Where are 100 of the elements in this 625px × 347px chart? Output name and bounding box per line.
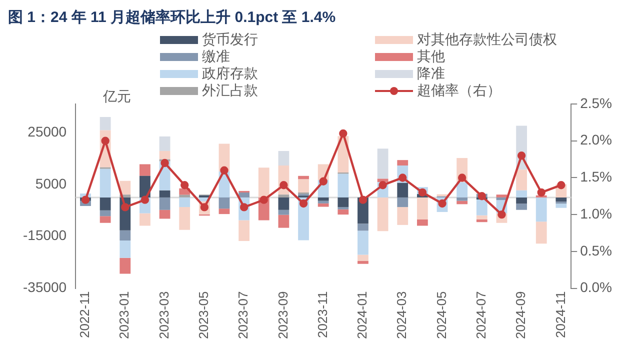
bar: [179, 197, 190, 208]
bar: [258, 168, 270, 198]
y2-tick-label: 2.0%: [580, 132, 612, 148]
legend-label: 货币发行: [202, 30, 258, 48]
bar: [377, 148, 388, 179]
point: [319, 177, 328, 186]
bar: [238, 192, 250, 198]
legend-label: 其他: [417, 48, 445, 66]
bar: [496, 194, 508, 198]
bar: [100, 210, 111, 216]
point: [160, 158, 169, 168]
bar: [278, 150, 290, 166]
bar: [100, 116, 111, 130]
bar: [298, 179, 309, 193]
y-tick-label: -35000: [23, 279, 67, 296]
bar: [278, 194, 290, 198]
bar: [159, 190, 170, 198]
bar: [358, 224, 368, 231]
point: [339, 129, 348, 138]
legend-label: 缴准: [202, 48, 230, 66]
bar: [278, 197, 290, 210]
bar: [159, 136, 170, 151]
point: [180, 180, 189, 190]
bar: [318, 197, 329, 201]
x-tick-label: 2024-03: [394, 291, 410, 340]
bar: [416, 197, 428, 220]
point: [458, 174, 466, 182]
bar: [120, 230, 131, 241]
bar: [140, 164, 150, 176]
y2-tick-label: 2.5%: [580, 94, 612, 111]
x-tick-label: 2024-07: [473, 291, 488, 340]
point: [260, 196, 268, 204]
bar: [278, 214, 290, 228]
bar: [120, 180, 131, 195]
point: [418, 188, 427, 197]
point: [378, 180, 387, 190]
bar: [100, 216, 111, 223]
point: [537, 188, 546, 197]
bar: [159, 197, 170, 210]
bar: [456, 182, 468, 198]
y2-tick-label: 1.0%: [580, 205, 612, 222]
bar: [397, 207, 408, 225]
bar: [516, 190, 527, 198]
bar: [416, 220, 428, 226]
y-axis-title: 亿元: [103, 88, 131, 106]
bar: [159, 150, 170, 160]
x-tick-label: 2024-05: [434, 291, 449, 340]
point: [557, 180, 566, 190]
point: [498, 210, 506, 219]
point: [478, 192, 486, 200]
bar: [456, 200, 468, 204]
bar: [298, 176, 309, 180]
legend-label: 超储率（右）: [417, 82, 501, 100]
bar: [358, 254, 368, 262]
y-tick-label: -15000: [23, 227, 67, 244]
x-tick-label: 2024-01: [354, 291, 370, 340]
bar: [238, 220, 250, 242]
y2-tick-label: 0.0%: [580, 279, 612, 296]
y-tick-label: 5000: [35, 175, 67, 192]
bar: [318, 200, 329, 204]
x-tick-label: 2023-05: [196, 291, 211, 340]
bar: [159, 210, 170, 219]
bar: [278, 210, 290, 215]
point: [220, 166, 228, 174]
chart-title: 图 1：24 年 11 月超储率环比上升 0.1pct 至 1.4%: [8, 8, 336, 27]
bar: [397, 182, 408, 198]
point: [280, 180, 288, 190]
x-tick-label: 2023-01: [116, 291, 132, 340]
bar: [179, 194, 190, 198]
legend-label: 对其他存款性公司债权: [417, 30, 557, 48]
bar: [358, 261, 368, 264]
point: [140, 196, 150, 204]
y2-tick-label: 1.5%: [580, 168, 612, 185]
point: [517, 152, 526, 160]
bar: [536, 222, 547, 244]
x-tick-label: 2024-11: [552, 291, 568, 338]
x-tick-label: 2024-09: [513, 291, 528, 340]
bar: [556, 204, 567, 208]
legend-label: 降准: [417, 64, 445, 82]
bar: [397, 197, 408, 208]
bar: [218, 197, 230, 209]
point: [101, 136, 110, 145]
legend-label: 政府存款: [202, 64, 258, 82]
bar: [377, 197, 388, 232]
bar: [120, 240, 131, 258]
bar: [318, 203, 329, 207]
bar: [516, 197, 527, 204]
x-tick-label: 2023-03: [156, 291, 172, 340]
point: [358, 196, 368, 204]
bar: [140, 213, 150, 226]
bar: [456, 197, 468, 201]
legend-label: 外汇占款: [202, 82, 258, 100]
bar: [338, 209, 349, 215]
y2-tick-label: 0.5%: [580, 242, 612, 258]
point: [121, 203, 130, 212]
x-tick-label: 2022-11: [77, 291, 92, 338]
x-tick-label: 2023-11: [314, 291, 330, 338]
bar: [536, 197, 547, 222]
point: [81, 196, 90, 204]
bar: [120, 258, 131, 274]
